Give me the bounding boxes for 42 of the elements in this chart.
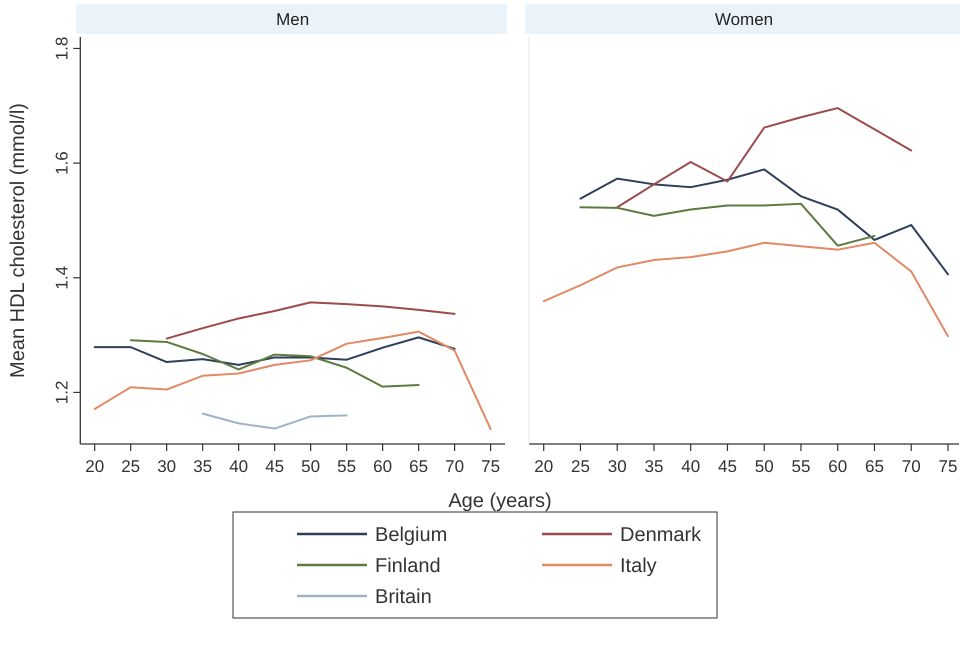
x-tick-label: 45 (265, 457, 284, 476)
x-tick-label: 70 (445, 457, 464, 476)
x-tick-label: 20 (85, 457, 104, 476)
x-tick-label: 55 (792, 457, 810, 476)
x-tick-label: 75 (938, 457, 958, 476)
y-tick-label: 1.2 (52, 380, 72, 404)
y-tick-label: 1.8 (52, 36, 72, 60)
x-tick-label: 20 (534, 457, 554, 476)
x-tick-label: 30 (608, 457, 627, 476)
x-tick-label: 60 (828, 457, 848, 476)
y-tick-label: 1.6 (52, 151, 72, 175)
legend-label: Belgium (375, 524, 448, 546)
x-axis-title: Age (years) (448, 490, 552, 512)
x-tick-label: 70 (902, 457, 921, 476)
x-tick-label: 75 (481, 457, 500, 476)
legend-label: Britain (375, 586, 432, 608)
x-tick-label: 45 (718, 457, 737, 476)
x-tick-label: 55 (337, 457, 356, 476)
x-tick-label: 30 (157, 457, 176, 476)
x-tick-label: 50 (301, 457, 320, 476)
line-series (94, 330, 492, 430)
y-axis-title: Mean HDL cholesterol (mmol/l) (7, 103, 29, 378)
legend-label: Finland (375, 555, 441, 577)
x-tick-label: 60 (373, 457, 392, 476)
x-tick-label: 40 (681, 457, 700, 476)
x-tick-label: 65 (865, 457, 884, 476)
line-series (130, 339, 420, 388)
x-tick-label: 50 (754, 457, 774, 476)
line-series (166, 301, 456, 340)
line-series (202, 412, 348, 430)
x-tick-label: 40 (229, 457, 248, 476)
legend-label: Italy (620, 555, 657, 577)
chart-title: Women (714, 10, 774, 29)
x-tick-label: 65 (409, 457, 428, 476)
x-tick-label: 25 (121, 457, 140, 476)
chart-title: Men (276, 10, 310, 29)
line-series (94, 336, 456, 366)
legend-label: Denmark (620, 524, 702, 546)
y-tick-label: 1.4 (52, 266, 72, 290)
x-tick-label: 25 (570, 457, 590, 476)
x-tick-label: 35 (644, 457, 664, 476)
x-tick-label: 35 (193, 457, 212, 476)
